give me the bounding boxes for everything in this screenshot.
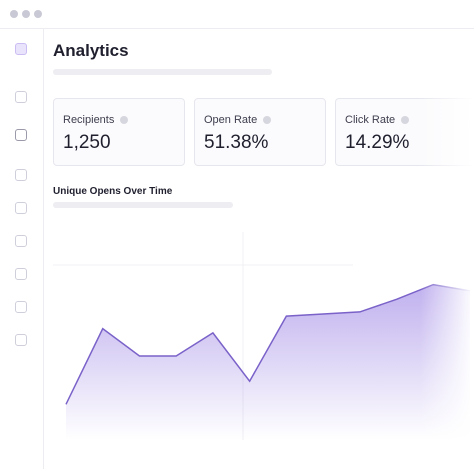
nav-icon[interactable] (15, 129, 27, 141)
info-icon[interactable] (263, 116, 272, 125)
stat-label: Click Rate (345, 114, 396, 126)
chart-title: Unique Opens Over Time (53, 186, 173, 197)
info-icon[interactable] (120, 116, 129, 125)
nav-icon[interactable] (15, 268, 27, 280)
logo-icon[interactable] (15, 43, 27, 55)
stat-value: 1,250 (63, 132, 111, 153)
nav-icon[interactable] (15, 334, 27, 346)
fade-overlay (420, 90, 474, 469)
window-dot[interactable] (34, 10, 42, 18)
stat-value: 14.29% (345, 132, 410, 153)
nav-icon[interactable] (15, 235, 27, 247)
info-icon[interactable] (401, 116, 410, 125)
title-bar (0, 0, 474, 29)
stat-card: Recipients 1,250 (53, 98, 185, 166)
line (65, 283, 471, 405)
sidebar (0, 29, 44, 469)
window-dot[interactable] (10, 10, 18, 18)
stat-label: Open Rate (204, 114, 258, 126)
nav-icon[interactable] (15, 169, 27, 181)
page-title: Analytics (53, 41, 129, 60)
area-fill (66, 284, 470, 440)
stat-card: Open Rate 51.38% (194, 98, 326, 166)
stat-value: 51.38% (204, 132, 269, 153)
stat-label: Recipients (63, 114, 115, 126)
nav-icon[interactable] (15, 301, 27, 313)
placeholder (53, 69, 272, 75)
nav-icon[interactable] (15, 91, 27, 103)
window-dot[interactable] (22, 10, 30, 18)
placeholder (53, 202, 233, 208)
nav-icon[interactable] (15, 202, 27, 214)
